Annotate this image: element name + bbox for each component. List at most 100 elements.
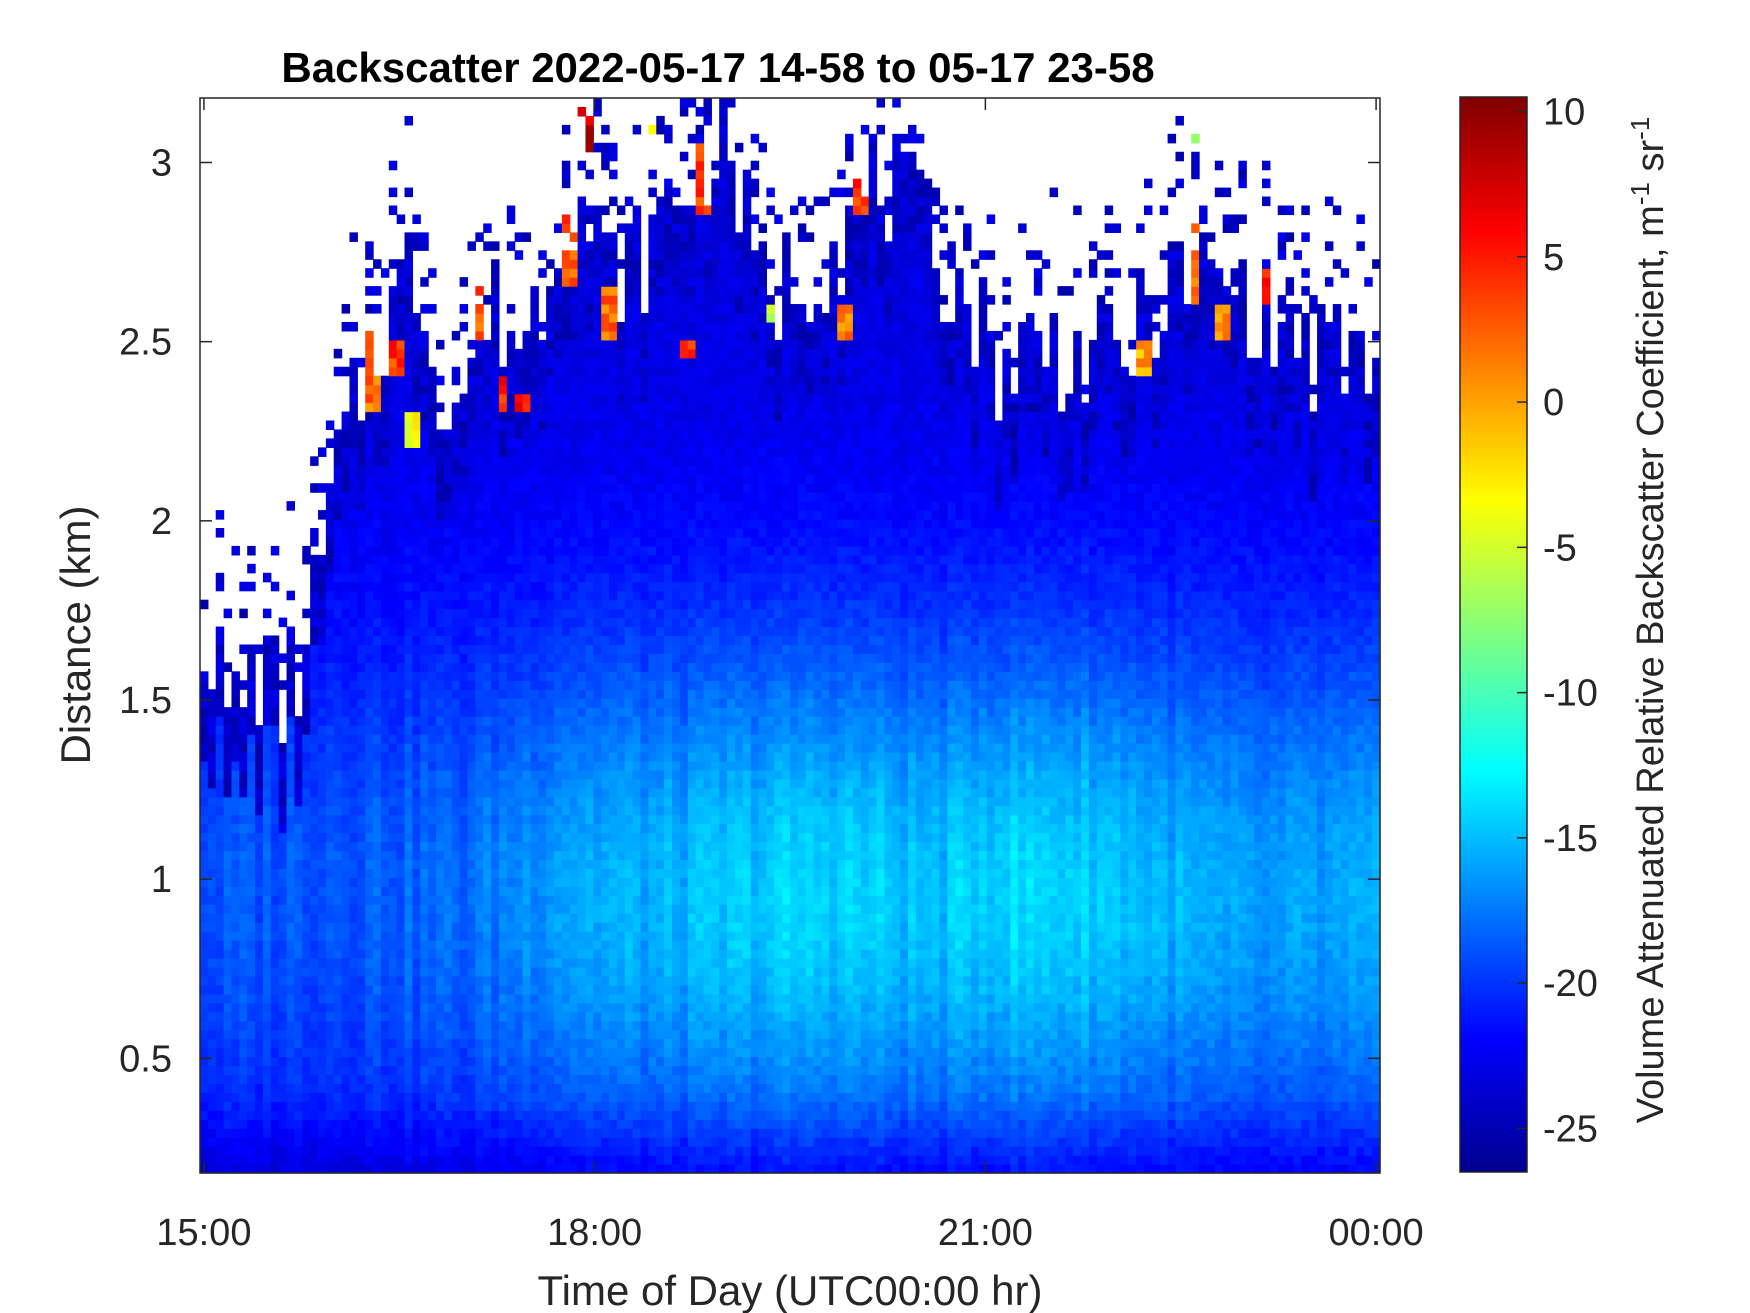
heatmap-cell <box>491 1155 500 1165</box>
heatmap-cell <box>420 402 429 413</box>
heatmap-cell <box>223 662 233 672</box>
heatmap-cell <box>365 483 374 493</box>
heatmap-cell <box>436 456 445 466</box>
heatmap-cell <box>207 814 217 825</box>
heatmap-cell <box>616 223 626 233</box>
heatmap-cell <box>278 653 288 663</box>
heatmap-cell <box>498 510 508 520</box>
heatmap-cell <box>262 922 272 932</box>
heatmap-cell <box>585 295 594 305</box>
heatmap-cell <box>357 698 366 708</box>
heatmap-cell <box>325 519 335 529</box>
heatmap-cell <box>624 1029 634 1040</box>
heatmap-cell <box>601 1065 610 1076</box>
heatmap-cell <box>325 707 335 717</box>
heatmap-cell <box>302 993 311 1004</box>
heatmap-cell <box>349 321 358 332</box>
heatmap-cell <box>286 1155 295 1165</box>
heatmap-cell <box>262 940 272 950</box>
heatmap-cell <box>278 760 288 771</box>
heatmap-cell <box>262 931 272 941</box>
heatmap-cell <box>459 474 469 484</box>
heatmap-cell <box>546 608 555 619</box>
heatmap-cell <box>373 886 382 896</box>
heatmap-cell <box>231 975 240 986</box>
heatmap-cell <box>388 572 398 583</box>
heatmap-cell <box>341 321 351 332</box>
heatmap-cell <box>593 796 602 807</box>
heatmap-cell <box>577 868 587 878</box>
heatmap-cell <box>341 940 351 950</box>
heatmap-cell <box>648 922 657 932</box>
heatmap-cell <box>475 474 484 484</box>
heatmap-cell <box>412 1074 421 1085</box>
heatmap-cell <box>310 671 319 681</box>
heatmap-cell <box>459 895 469 905</box>
heatmap-cell <box>632 205 642 216</box>
heatmap-cell <box>554 563 563 574</box>
heatmap-cell <box>585 984 594 995</box>
heatmap-cell <box>546 456 555 466</box>
heatmap-cell <box>341 859 351 870</box>
heatmap-cell <box>286 743 295 753</box>
heatmap-cell <box>302 868 311 878</box>
heatmap-cell <box>341 366 351 377</box>
heatmap-cell <box>491 886 500 896</box>
heatmap-cell <box>648 841 657 852</box>
heatmap-cell <box>483 483 492 493</box>
heatmap-cell <box>624 277 634 287</box>
heatmap-cell <box>349 895 358 905</box>
heatmap-cell <box>601 931 610 941</box>
heatmap-cell <box>561 769 571 780</box>
heatmap-cell <box>491 429 500 440</box>
heatmap-cell <box>585 913 594 923</box>
heatmap-cell <box>207 958 217 968</box>
heatmap-cell <box>609 877 618 887</box>
heatmap-cell <box>616 716 626 726</box>
heatmap-cell <box>286 823 295 834</box>
heatmap-cell <box>412 743 421 753</box>
heatmap-cell <box>601 384 610 395</box>
heatmap-cell <box>585 940 594 950</box>
heatmap-cell <box>247 940 256 950</box>
heatmap-cell <box>420 931 429 941</box>
heatmap-cell <box>341 1164 351 1174</box>
heatmap-cell <box>483 778 492 789</box>
heatmap-cell <box>593 877 602 887</box>
heatmap-cell <box>624 1146 634 1156</box>
heatmap-cell <box>522 554 531 565</box>
heatmap-cell <box>318 1101 327 1111</box>
heatmap-cell <box>601 1011 610 1022</box>
heatmap-cell <box>538 617 547 628</box>
heatmap-cell <box>601 850 610 861</box>
heatmap-cell <box>420 975 429 986</box>
heatmap-cell <box>616 1128 626 1138</box>
heatmap-cell <box>247 975 256 986</box>
heatmap-cell <box>428 366 437 377</box>
heatmap-cell <box>412 357 421 368</box>
heatmap-cell <box>380 1065 390 1076</box>
heatmap-cell <box>554 536 563 547</box>
heatmap-cell <box>632 716 642 726</box>
heatmap-cell <box>593 1110 602 1120</box>
heatmap-cell <box>561 1056 571 1067</box>
heatmap-cell <box>412 393 421 404</box>
heatmap-cell <box>546 1020 555 1031</box>
heatmap-cell <box>538 1029 547 1040</box>
heatmap-cell <box>522 438 531 448</box>
heatmap-cell <box>459 680 469 690</box>
heatmap-cell <box>593 975 602 986</box>
heatmap-cell <box>530 725 539 735</box>
heatmap-cell <box>451 993 461 1004</box>
heatmap-cell <box>373 671 382 681</box>
heatmap-cell <box>412 492 421 502</box>
heatmap-cell <box>577 984 587 995</box>
heatmap-cell <box>223 1038 233 1049</box>
heatmap-cell <box>404 778 413 789</box>
heatmap-cell <box>231 1083 240 1093</box>
heatmap-cell <box>333 563 343 574</box>
heatmap-cell <box>624 429 634 440</box>
heatmap-cell <box>357 1137 366 1147</box>
heatmap-cell <box>561 1074 571 1085</box>
heatmap-cell <box>569 975 579 986</box>
